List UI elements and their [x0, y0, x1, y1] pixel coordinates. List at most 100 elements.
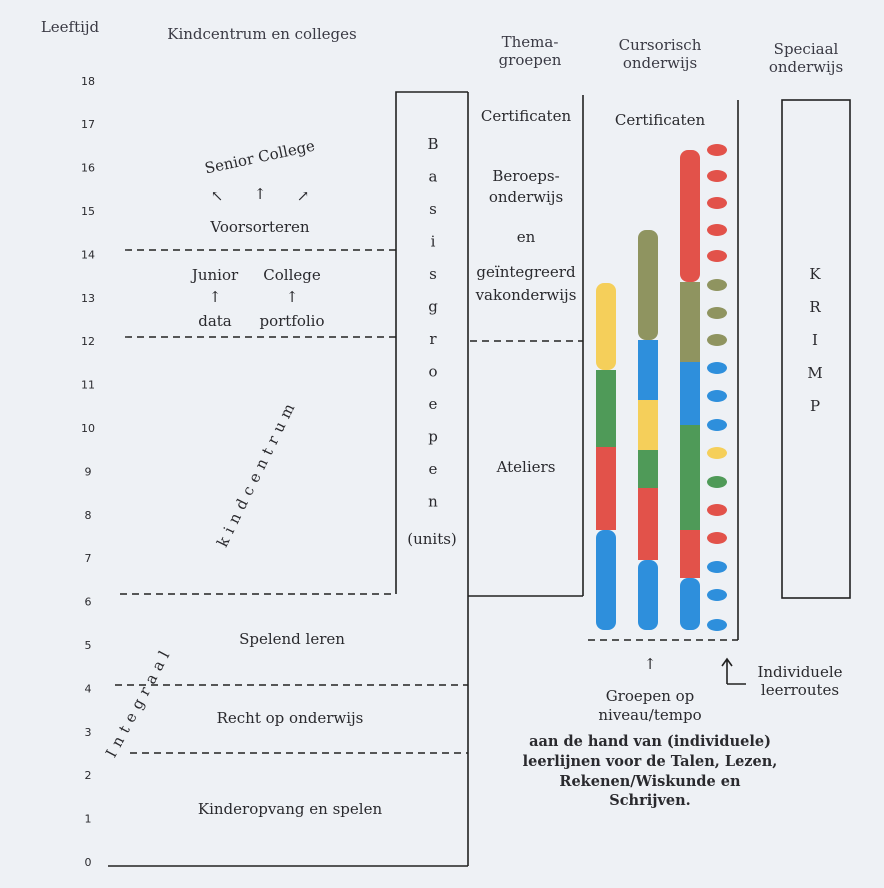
column-header: groepen — [499, 51, 562, 69]
arrow: ↑ — [286, 288, 299, 306]
route-dot — [707, 532, 727, 544]
arrow: ↑ — [209, 288, 222, 306]
route-dot — [707, 419, 727, 431]
arrow: ↑ — [644, 655, 657, 673]
label: Spelend leren — [239, 630, 345, 648]
bar-segment — [680, 150, 700, 282]
label: Certificaten — [481, 107, 572, 125]
note: Rekenen/Wiskunde en — [559, 773, 741, 790]
box-line — [395, 91, 468, 594]
label: data — [198, 312, 232, 330]
column-header: Kindcentrum en colleges — [167, 25, 356, 43]
route-dot — [707, 279, 727, 291]
age-label: 1 — [85, 813, 92, 826]
label: Junior — [190, 266, 239, 284]
route-dot — [707, 307, 727, 319]
label: Groepen op — [606, 687, 695, 705]
arrow: ↗ — [297, 187, 310, 205]
bar-segment — [596, 447, 616, 530]
bar-segment — [638, 230, 658, 340]
column-header: Speciaal — [774, 40, 839, 58]
age-label: 3 — [85, 726, 92, 739]
age-label: 15 — [81, 205, 95, 218]
bar-segment — [596, 283, 616, 370]
route-dot — [707, 561, 727, 573]
route-dot — [707, 250, 727, 262]
column-header: onderwijs — [623, 54, 697, 72]
age-label: 12 — [81, 335, 95, 348]
route-dot — [707, 589, 727, 601]
age-label: 13 — [81, 292, 95, 305]
bar-segment — [680, 425, 700, 530]
label: Kinderopvang en spelen — [198, 800, 383, 818]
age-label: 4 — [85, 682, 92, 695]
label: onderwijs — [489, 188, 563, 206]
route-dot — [707, 504, 727, 516]
label: Beroeps- — [492, 167, 559, 185]
bar-segment — [638, 340, 658, 400]
label: Recht op onderwijs — [217, 709, 364, 727]
route-dot — [707, 144, 727, 156]
label: Individuele — [757, 663, 842, 681]
label: Ateliers — [496, 458, 556, 476]
note: leerlijnen voor de Talen, Lezen, — [523, 753, 778, 770]
label: niveau/tempo — [598, 706, 701, 724]
arrow — [721, 657, 746, 685]
age-label: 10 — [81, 422, 95, 435]
route-dot — [707, 170, 727, 182]
age-label: 2 — [85, 769, 92, 782]
label: portfolio — [259, 312, 324, 330]
bar-segment — [680, 578, 700, 630]
note: Schrijven. — [609, 792, 690, 809]
arrow: ↑ — [254, 185, 267, 203]
route-dot — [707, 447, 727, 459]
route-dot — [707, 619, 727, 631]
column-header: Cursorisch — [619, 36, 702, 54]
age-label: 18 — [81, 75, 95, 88]
route-dot — [707, 390, 727, 402]
age-label: 9 — [85, 465, 92, 478]
age-label: 0 — [85, 856, 92, 869]
learning-bars — [596, 144, 727, 631]
bar-segment — [680, 362, 700, 425]
label: College — [263, 266, 321, 284]
route-dot — [707, 224, 727, 236]
age-label: 14 — [81, 248, 95, 261]
column-header: Thema- — [502, 33, 559, 51]
label: leerroutes — [761, 681, 839, 699]
bar-segment — [596, 530, 616, 630]
route-dot — [707, 334, 727, 346]
route-dot — [707, 197, 727, 209]
label: (units) — [407, 530, 457, 548]
bar-segment — [638, 560, 658, 630]
note: aan de hand van (individuele) — [529, 733, 771, 750]
special-box — [781, 99, 851, 599]
route-dot — [707, 362, 727, 374]
age-label: 6 — [85, 596, 92, 609]
age-label: 7 — [85, 552, 92, 565]
label: en — [517, 228, 536, 246]
bar-segment — [596, 370, 616, 447]
bar-segment — [638, 488, 658, 560]
age-label: 16 — [81, 162, 95, 175]
bar-segment — [680, 282, 700, 362]
route-dot — [707, 476, 727, 488]
label: Voorsorteren — [209, 218, 310, 236]
age-label: 5 — [85, 639, 92, 652]
bar-segment — [638, 450, 658, 488]
arrow: ↖ — [211, 187, 224, 205]
bar-segment — [638, 400, 658, 450]
label: vakonderwijs — [475, 286, 577, 304]
bar-segment — [680, 530, 700, 578]
age-label: 8 — [85, 509, 92, 522]
label: geïntegreerd — [476, 263, 576, 281]
age-label: 11 — [81, 379, 95, 392]
label: Certificaten — [615, 111, 706, 129]
age-header: Leeftijd — [41, 18, 100, 36]
column-header: onderwijs — [769, 58, 843, 76]
